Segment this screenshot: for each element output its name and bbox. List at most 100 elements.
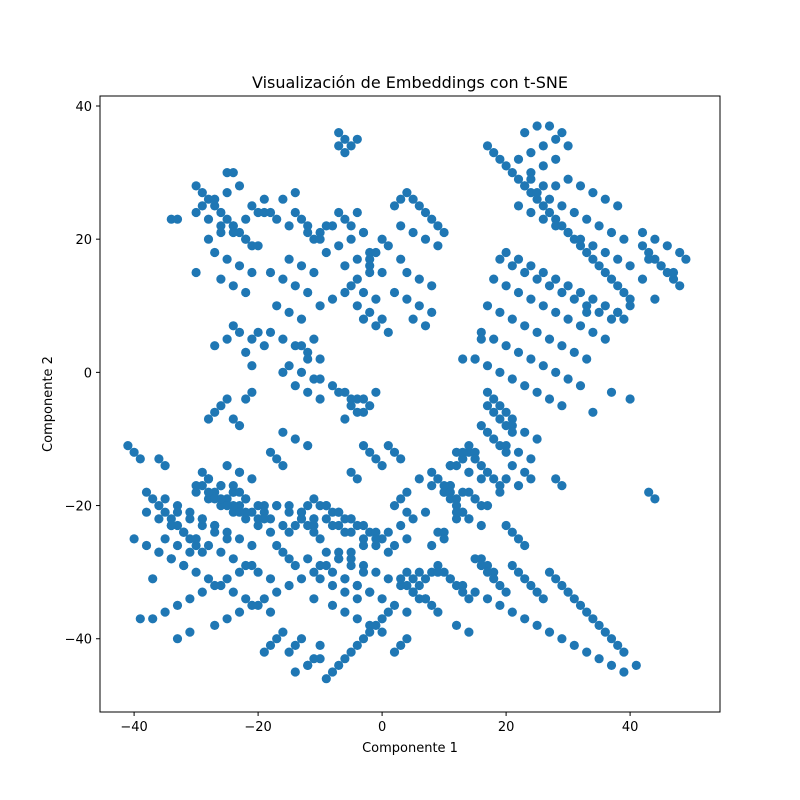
scatter-point [582, 247, 592, 258]
scatter-point [625, 294, 635, 304]
scatter-point [352, 580, 362, 591]
scatter-point [303, 354, 313, 364]
scatter-point [489, 148, 499, 158]
scatter-point [241, 234, 251, 244]
scatter-point [346, 401, 356, 411]
scatter-point [197, 201, 207, 211]
scatter-point [420, 507, 431, 517]
scatter-point [563, 141, 573, 151]
scatter-point [265, 527, 276, 537]
scatter-point [402, 567, 412, 577]
scatter-point [563, 374, 573, 384]
scatter-point [544, 281, 555, 291]
scatter-point [334, 128, 344, 138]
scatter-point [544, 121, 555, 131]
scatter-point [427, 481, 437, 491]
scatter-point [340, 654, 350, 664]
scatter-point [340, 287, 350, 298]
scatter-point [445, 487, 455, 497]
scatter-point [228, 321, 238, 331]
scatter-point [228, 414, 238, 424]
scatter-point [396, 254, 406, 264]
scatter-point [334, 554, 344, 564]
scatter-point [476, 520, 486, 531]
scatter-point [538, 181, 548, 191]
scatter-point [501, 587, 511, 597]
scatter-point [340, 134, 350, 144]
scatter-point [259, 341, 269, 351]
scatter-point [427, 281, 437, 291]
scatter-point [588, 327, 598, 337]
scatter-point [129, 447, 139, 457]
scatter-point [365, 307, 375, 317]
scatter-point [427, 467, 437, 477]
scatter-point [544, 394, 555, 404]
scatter-point [526, 354, 536, 364]
scatter-point [365, 254, 375, 264]
scatter-point [315, 227, 325, 238]
scatter-point [210, 527, 220, 537]
x-axis-label: Componente 1 [362, 741, 458, 756]
scatter-point [439, 534, 449, 544]
scatter-point [569, 207, 579, 218]
scatter-point [315, 354, 325, 364]
scatter-point [253, 207, 263, 218]
scatter-point [210, 194, 220, 204]
scatter-point [526, 580, 536, 591]
scatter-point [551, 574, 561, 584]
scatter-point [216, 401, 226, 411]
scatter-point [389, 201, 400, 211]
scatter-point [495, 401, 505, 411]
scatter-point [259, 507, 269, 517]
scatter-point [458, 487, 468, 497]
scatter-point [290, 188, 300, 198]
scatter-point [247, 201, 257, 211]
scatter-point [321, 674, 331, 684]
scatter-point [476, 560, 486, 571]
scatter-point [210, 247, 220, 258]
scatter-point [259, 194, 269, 204]
scatter-point [247, 600, 257, 611]
scatter-point [303, 221, 313, 231]
scatter-point [644, 487, 654, 497]
scatter-point [414, 201, 424, 211]
scatter-point [520, 427, 530, 437]
scatter-point [482, 361, 493, 371]
scatter-point [681, 254, 691, 264]
scatter-point [358, 394, 369, 404]
scatter-point [315, 394, 325, 404]
scatter-point [241, 560, 251, 571]
scatter-point [507, 461, 517, 471]
scatter-point [513, 254, 524, 264]
scatter-point [265, 574, 276, 584]
scatter-point [290, 667, 300, 677]
scatter-point [606, 387, 617, 397]
scatter-point [520, 467, 530, 477]
scatter-point [396, 640, 406, 651]
scatter-point [389, 600, 400, 611]
scatter-point [321, 514, 331, 524]
scatter-point [216, 221, 226, 231]
scatter-point [575, 234, 586, 244]
scatter-point [141, 507, 152, 517]
scatter-point [241, 287, 251, 298]
scatter-point [445, 574, 455, 584]
scatter-point [340, 214, 350, 224]
scatter-point [501, 161, 511, 171]
scatter-point [309, 654, 319, 664]
scatter-point [166, 520, 176, 531]
scatter-point [172, 214, 183, 224]
scatter-point [241, 347, 251, 357]
scatter-point [433, 607, 443, 617]
scatter-point [228, 587, 238, 597]
scatter-point [247, 334, 257, 344]
scatter-point [675, 281, 685, 291]
scatter-point [482, 401, 493, 411]
scatter-point [234, 534, 245, 544]
scatter-point [172, 634, 183, 644]
scatter-point [334, 660, 344, 671]
scatter-point [129, 534, 139, 544]
scatter-point [482, 467, 493, 477]
scatter-point [619, 647, 629, 657]
scatter-point [613, 281, 623, 291]
